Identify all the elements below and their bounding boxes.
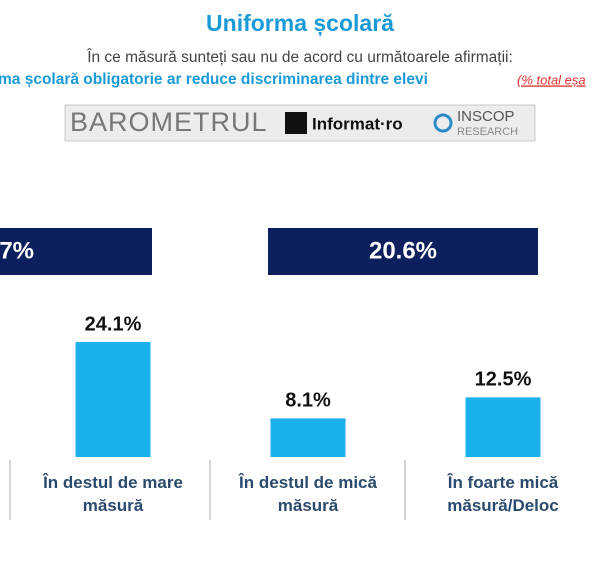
logo-band: BAROMETRUL Informat·ro INSCOP RESEARCH <box>64 104 536 142</box>
bar <box>465 397 541 457</box>
pollster-logo: INSCOP <box>457 108 515 125</box>
value-label: 24.1% <box>85 313 142 335</box>
pollster-icon <box>433 113 453 133</box>
group-label: 77% <box>0 237 34 264</box>
value-label: 8.1% <box>285 390 331 412</box>
group-box <box>0 228 152 275</box>
subtitle: În ce măsură sunteți sau nu de acord cu … <box>86 49 513 66</box>
chart-title: Uniforma școlară <box>206 10 394 37</box>
group-label: 20.6% <box>369 237 437 264</box>
category-label: În destul de mare măsură <box>42 473 183 515</box>
partner-icon <box>285 112 307 134</box>
partner-logo: Informat·ro <box>312 114 403 133</box>
question: ma școlară obligatorie ar reduce discrim… <box>0 71 428 88</box>
barometer-logo: BAROMETRUL <box>70 107 268 137</box>
pollster-sub: RESEARCH <box>457 126 518 138</box>
category-label: În destul de mică măsură <box>238 473 377 515</box>
group-box <box>268 228 538 275</box>
category-label: În foarte mică măsură/Deloc <box>447 473 559 515</box>
value-label: 12.5% <box>475 369 532 391</box>
bar <box>75 342 151 457</box>
base-note: (% total eșa <box>517 72 586 87</box>
bar <box>270 418 346 457</box>
